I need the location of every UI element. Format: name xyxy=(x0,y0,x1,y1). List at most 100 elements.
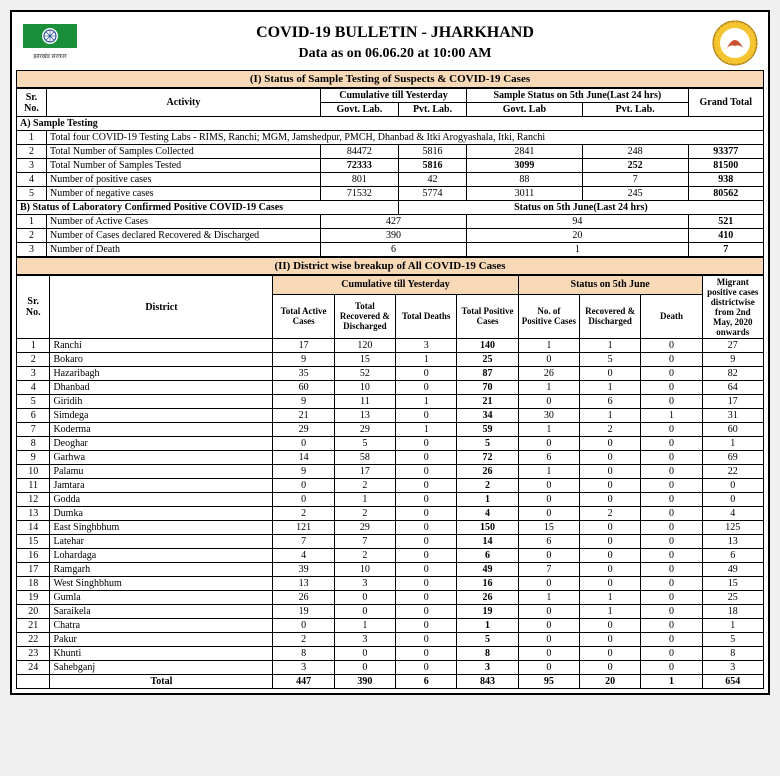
s2-row-np: 6 xyxy=(518,535,579,549)
total-rd: 20 xyxy=(579,675,640,689)
s2-row-rd: 1 xyxy=(579,409,640,423)
total-label: Total xyxy=(50,675,273,689)
s2-row-m: 22 xyxy=(702,465,763,479)
s1-row-t: 938 xyxy=(688,173,763,187)
s2-row-tp: 3 xyxy=(457,661,518,675)
s2-row-m: 18 xyxy=(702,605,763,619)
s2-row-tp: 25 xyxy=(457,353,518,367)
s2-row-a: 3 xyxy=(273,661,334,675)
s2-row-a: 60 xyxy=(273,381,334,395)
s2-row-tp: 5 xyxy=(457,437,518,451)
s1-row-n: 5 xyxy=(17,187,47,201)
s1-row-t: 81500 xyxy=(688,159,763,173)
s1-row-txt: Total Number of Samples Tested xyxy=(47,159,321,173)
s2-row-tp: 16 xyxy=(457,577,518,591)
s2-row-n: 17 xyxy=(17,563,50,577)
s2-row-n: 5 xyxy=(17,395,50,409)
s2-row-tp: 59 xyxy=(457,423,518,437)
s2-row-np: 0 xyxy=(518,647,579,661)
s2-row-dh: 0 xyxy=(396,549,457,563)
s2-row-n: 4 xyxy=(17,381,50,395)
s1-row-txt: Number of positive cases xyxy=(47,173,321,187)
s2-row-n: 1 xyxy=(17,339,50,353)
sub-b-right: Status on 5th June(Last 24 hrs) xyxy=(398,201,763,215)
s2-row-a: 121 xyxy=(273,521,334,535)
s1-row-g: 801 xyxy=(320,173,398,187)
s2-row-a: 0 xyxy=(273,479,334,493)
s2-row-tp: 70 xyxy=(457,381,518,395)
s2-row-de: 0 xyxy=(641,339,702,353)
s2-row-rd: 0 xyxy=(579,647,640,661)
s2-row-d: Dhanbad xyxy=(50,381,273,395)
s2-row-rd: 2 xyxy=(579,507,640,521)
s2-row-dh: 0 xyxy=(396,381,457,395)
s2-row-dh: 0 xyxy=(396,367,457,381)
s2-row-de: 0 xyxy=(641,367,702,381)
s2-row-rd: 6 xyxy=(579,395,640,409)
s1b-row-t: 7 xyxy=(688,243,763,257)
s2-row-tp: 26 xyxy=(457,465,518,479)
s2-row-np: 0 xyxy=(518,437,579,451)
total-blank xyxy=(17,675,50,689)
s2-row-a: 2 xyxy=(273,633,334,647)
s2-row-m: 8 xyxy=(702,647,763,661)
bulletin-subtitle: Data as on 06.06.20 at 10:00 AM xyxy=(80,46,710,62)
s1-row-g2: 88 xyxy=(467,173,582,187)
s2-row-d: Gumla xyxy=(50,591,273,605)
s2-row-de: 0 xyxy=(641,647,702,661)
s1b-row-t: 521 xyxy=(688,215,763,229)
s2-row-dh: 0 xyxy=(396,507,457,521)
s2-row-m: 0 xyxy=(702,479,763,493)
s1-row-g2: 3099 xyxy=(467,159,582,173)
s1b-row-c1: 427 xyxy=(320,215,466,229)
s2-row-dh: 0 xyxy=(396,409,457,423)
s1-row-p2: 252 xyxy=(582,159,688,173)
s2-row-m: 15 xyxy=(702,577,763,591)
s2-row-dh: 1 xyxy=(396,395,457,409)
total-dh: 6 xyxy=(396,675,457,689)
s2-row-n: 23 xyxy=(17,647,50,661)
s2-row-r: 5 xyxy=(334,437,395,451)
s2-row-rd: 1 xyxy=(579,381,640,395)
s2-row-de: 0 xyxy=(641,535,702,549)
s2-row-tp: 140 xyxy=(457,339,518,353)
total-r: 390 xyxy=(334,675,395,689)
s2-row-n: 3 xyxy=(17,367,50,381)
s2-row-r: 3 xyxy=(334,577,395,591)
s2-row-d: Lohardaga xyxy=(50,549,273,563)
s2-row-d: Jamtara xyxy=(50,479,273,493)
s2-row-m: 1 xyxy=(702,619,763,633)
s2-row-np: 0 xyxy=(518,549,579,563)
s1-row-t: 80562 xyxy=(688,187,763,201)
s2-row-r: 58 xyxy=(334,451,395,465)
s1-row-p: 42 xyxy=(398,173,466,187)
s2-row-n: 15 xyxy=(17,535,50,549)
s2-row-d: Khunti xyxy=(50,647,273,661)
s2-row-d: Deoghar xyxy=(50,437,273,451)
s2-row-n: 22 xyxy=(17,633,50,647)
s2-row-de: 0 xyxy=(641,451,702,465)
s2-row-r: 11 xyxy=(334,395,395,409)
s1-row-n: 3 xyxy=(17,159,47,173)
s2-row-rd: 0 xyxy=(579,619,640,633)
s2-row-de: 0 xyxy=(641,423,702,437)
s2-row-tp: 87 xyxy=(457,367,518,381)
s2-row-de: 0 xyxy=(641,521,702,535)
s2-row-np: 0 xyxy=(518,661,579,675)
s2-row-m: 64 xyxy=(702,381,763,395)
s2-row-np: 1 xyxy=(518,465,579,479)
s2-row-dh: 0 xyxy=(396,647,457,661)
s1b-row-txt: Number of Cases declared Recovered & Dis… xyxy=(47,229,321,243)
row-txt: Total four COVID-19 Testing Labs - RIMS,… xyxy=(47,131,764,145)
s2-row-r: 52 xyxy=(334,367,395,381)
s1-row-n: 4 xyxy=(17,173,47,187)
s2-row-de: 0 xyxy=(641,381,702,395)
s2-row-r: 15 xyxy=(334,353,395,367)
s2-row-r: 0 xyxy=(334,605,395,619)
s2-row-n: 12 xyxy=(17,493,50,507)
s2-row-np: 30 xyxy=(518,409,579,423)
s2-row-d: Bokaro xyxy=(50,353,273,367)
header-center: COVID-19 BULLETIN - JHARKHAND Data as on… xyxy=(80,24,710,62)
s2-row-m: 82 xyxy=(702,367,763,381)
s1b-row-txt: Number of Death xyxy=(47,243,321,257)
